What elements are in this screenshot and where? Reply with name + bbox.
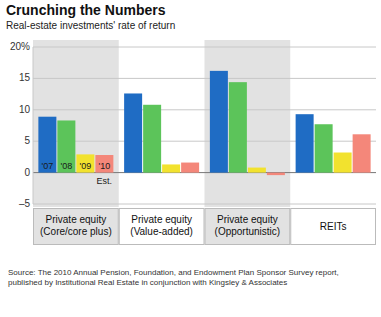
bar bbox=[210, 71, 228, 173]
grid-line bbox=[33, 47, 376, 48]
category-box bbox=[34, 209, 119, 245]
legend-label: '09 bbox=[80, 161, 92, 171]
bar bbox=[38, 117, 56, 173]
bars bbox=[38, 71, 370, 175]
y-axis-line bbox=[33, 47, 34, 204]
title: Crunching the Numbers bbox=[6, 2, 166, 18]
bar bbox=[181, 163, 199, 173]
y-tick-label: 0 bbox=[24, 167, 30, 178]
legend-label: '08 bbox=[61, 161, 73, 171]
bar bbox=[334, 153, 352, 173]
y-tick-label: –5 bbox=[19, 198, 31, 209]
category-box bbox=[205, 209, 290, 245]
category-label: Private equity(Opportunistic) bbox=[215, 214, 281, 237]
bar bbox=[124, 93, 142, 172]
bar bbox=[353, 134, 371, 172]
category-label: REITs bbox=[320, 221, 347, 232]
bar bbox=[143, 105, 161, 173]
category-box bbox=[291, 209, 376, 245]
category-label: Private equity(Core/core plus) bbox=[40, 214, 112, 237]
bar bbox=[229, 82, 247, 172]
subtitle: Real-estate investments' rate of return bbox=[6, 20, 175, 31]
grid-line bbox=[33, 204, 376, 205]
group-shade bbox=[205, 40, 291, 207]
grid-line bbox=[33, 78, 376, 79]
y-tick-label: 10 bbox=[19, 104, 31, 115]
bar bbox=[76, 154, 94, 172]
bar bbox=[57, 120, 75, 172]
legend-label: '10Est. bbox=[97, 161, 113, 186]
grid-line bbox=[33, 109, 376, 110]
source: Source: The 2010 Annual Pension, Foundat… bbox=[8, 268, 368, 288]
y-tick-label: 15 bbox=[19, 72, 31, 83]
legend-label: '07 bbox=[42, 161, 54, 171]
category-label: Private equity(Value-added) bbox=[130, 214, 193, 237]
bar bbox=[95, 155, 113, 173]
bar bbox=[315, 124, 333, 172]
bar bbox=[296, 114, 314, 172]
category-box bbox=[119, 209, 204, 245]
y-tick-label: 20% bbox=[10, 41, 30, 52]
bar bbox=[248, 168, 266, 173]
bar bbox=[162, 164, 180, 172]
y-tick-label: 5 bbox=[24, 135, 30, 146]
group-shade bbox=[33, 40, 119, 207]
bar bbox=[267, 173, 285, 176]
